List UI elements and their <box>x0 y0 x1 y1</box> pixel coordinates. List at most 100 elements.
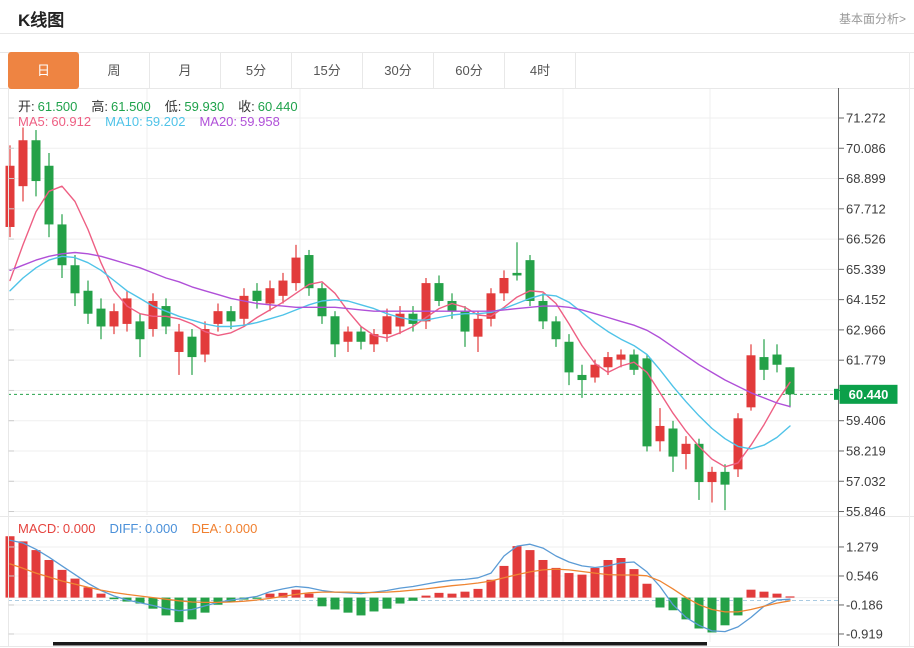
candle-body[interactable] <box>343 331 353 342</box>
candle-body[interactable] <box>590 364 600 378</box>
candle-body[interactable] <box>291 257 301 284</box>
candle-body[interactable] <box>148 300 158 330</box>
candle-body[interactable] <box>616 354 626 360</box>
legend-item: 高: 61.500 <box>91 99 150 114</box>
tab-月[interactable]: 月 <box>150 52 221 89</box>
candle-body[interactable] <box>577 374 587 381</box>
macd-bar <box>551 567 561 598</box>
candle-body[interactable] <box>226 311 236 322</box>
macd-bar <box>759 591 769 598</box>
macd-bar <box>278 592 288 598</box>
macd-bar <box>616 558 626 598</box>
series-line <box>9 563 791 613</box>
candle-body[interactable] <box>213 311 223 324</box>
candle-body[interactable] <box>525 260 535 301</box>
candle-body[interactable] <box>668 428 678 457</box>
candle-body[interactable] <box>551 321 561 340</box>
candle-body[interactable] <box>252 290 262 301</box>
candle-body[interactable] <box>304 255 314 289</box>
candle-body[interactable] <box>447 300 457 312</box>
candle-body[interactable] <box>720 471 730 485</box>
legend-value: 61.500 <box>111 99 151 114</box>
candle-body[interactable] <box>382 316 392 335</box>
macd-bar <box>57 569 67 598</box>
candle-body[interactable] <box>369 334 379 345</box>
candle-body[interactable] <box>200 329 210 355</box>
candle-body[interactable] <box>44 165 54 225</box>
axis-label: 66.526 <box>846 232 886 247</box>
macd-bar <box>629 569 639 598</box>
candle-body[interactable] <box>122 298 132 324</box>
macd-bar <box>590 567 600 598</box>
legend-label: 高: <box>91 99 109 114</box>
candle-body[interactable] <box>395 313 405 327</box>
candle-body[interactable] <box>707 471 717 483</box>
candle-body[interactable] <box>174 331 184 352</box>
axis-label: 0.546 <box>846 568 879 583</box>
candle-body[interactable] <box>512 272 522 276</box>
candle-body[interactable] <box>746 355 756 408</box>
series-line <box>9 255 791 450</box>
candle-body[interactable] <box>434 283 444 301</box>
chart-scroll-indicator[interactable] <box>53 642 707 646</box>
header-divider <box>0 33 914 34</box>
tab-周[interactable]: 周 <box>79 52 150 89</box>
candle-body[interactable] <box>278 280 288 296</box>
macd-bar <box>642 583 652 598</box>
candle-body[interactable] <box>655 425 665 442</box>
tab-4时[interactable]: 4时 <box>505 52 576 89</box>
candle-body[interactable] <box>785 367 795 395</box>
macd-bar <box>96 593 106 598</box>
macd-bar <box>304 593 314 598</box>
candle-body[interactable] <box>421 283 431 322</box>
candle-body[interactable] <box>408 313 418 324</box>
tab-日[interactable]: 日 <box>8 52 79 89</box>
candle-body[interactable] <box>603 357 613 368</box>
current-price-badge-label: 60.440 <box>849 387 889 402</box>
candle-body[interactable] <box>70 265 80 294</box>
candle-body[interactable] <box>317 288 327 317</box>
macd-bar <box>408 597 418 601</box>
axis-label: 68.899 <box>846 171 886 186</box>
candle-body[interactable] <box>57 224 67 266</box>
candle-body[interactable] <box>772 354 782 365</box>
candle-body[interactable] <box>642 358 652 447</box>
legend-value: 59.202 <box>145 114 186 129</box>
tab-15分[interactable]: 15分 <box>292 52 363 89</box>
candle-body[interactable] <box>759 357 769 370</box>
candle-body[interactable] <box>681 443 691 455</box>
fundamental-analysis-link[interactable]: 基本面分析> <box>838 12 906 26</box>
legend-value: 60.912 <box>51 114 92 129</box>
current-price-badge <box>839 384 898 404</box>
candle-body[interactable] <box>239 295 249 319</box>
candle-body[interactable] <box>187 336 197 358</box>
candle-body[interactable] <box>83 290 93 314</box>
candle-body[interactable] <box>564 341 574 373</box>
candle-body[interactable] <box>96 308 106 327</box>
axis-label: 59.406 <box>846 413 886 428</box>
legend-item: MA20: 59.958 <box>199 114 279 129</box>
macd-bar <box>356 597 366 616</box>
macd-bar <box>44 559 54 598</box>
candle-body[interactable] <box>18 140 28 187</box>
candle-body[interactable] <box>31 140 41 182</box>
candle-body[interactable] <box>473 318 483 337</box>
tab-60分[interactable]: 60分 <box>434 52 505 89</box>
tab-5分[interactable]: 5分 <box>221 52 292 89</box>
candle-body[interactable] <box>135 321 145 340</box>
candle-body[interactable] <box>694 443 704 483</box>
candle-body[interactable] <box>330 316 340 345</box>
candle-body[interactable] <box>356 331 366 342</box>
candle-body[interactable] <box>499 277 509 294</box>
candle-body[interactable] <box>460 311 470 332</box>
tab-30分[interactable]: 30分 <box>363 52 434 89</box>
macd-bar <box>317 597 327 607</box>
candle-body[interactable] <box>265 288 275 304</box>
candle-body[interactable] <box>538 300 548 322</box>
candle-body[interactable] <box>733 418 743 470</box>
macd-bar <box>772 593 782 598</box>
candle-body[interactable] <box>486 293 496 319</box>
candle-body[interactable] <box>5 165 15 227</box>
candle-body[interactable] <box>109 311 119 327</box>
